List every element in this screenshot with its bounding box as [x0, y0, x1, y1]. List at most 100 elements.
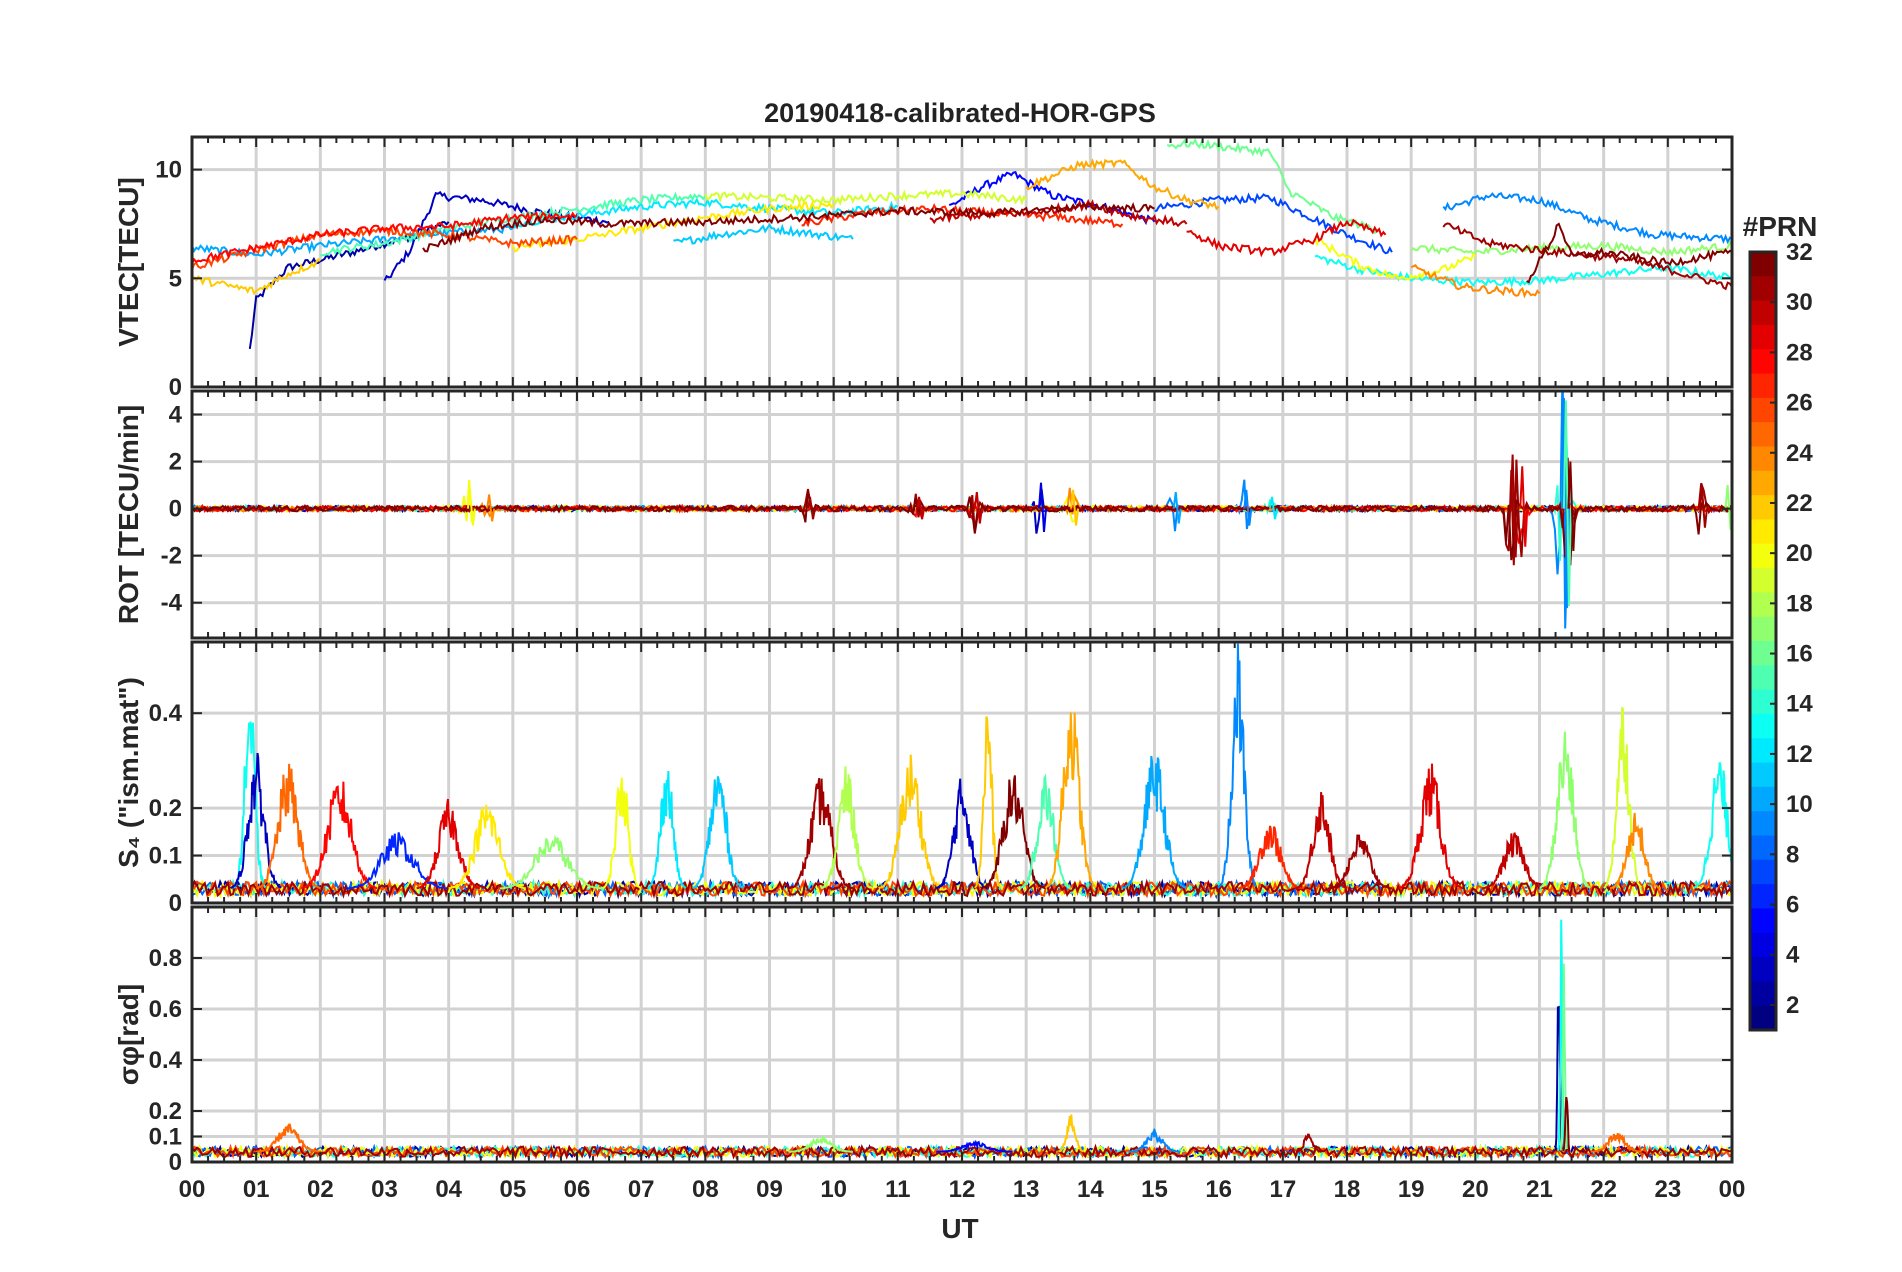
s4-baseline-prn-20: [192, 878, 1732, 899]
rot-spike-2: [807, 496, 816, 520]
s4-burst-7: [500, 834, 603, 890]
sigphi-burst-7: [1557, 919, 1566, 1151]
x-ticks-s4: [191, 642, 1733, 904]
xtick-8: 08: [692, 1176, 719, 1203]
xtick-22: 22: [1590, 1176, 1617, 1203]
s4-burst-6: [448, 804, 526, 890]
colorbar-cell-17: [1750, 616, 1776, 642]
vtec-trace-prn-28-20: [192, 210, 578, 265]
ytick-sigphi-2: 0.2: [149, 1098, 182, 1125]
colorbar-tick-label-5: 12: [1786, 741, 1813, 768]
colorbar-tick-label-0: 2: [1786, 992, 1799, 1019]
x-tick-labels: 00 01 02 03 04 05 06 07 08 09 10 11 12 13 14 15 16 17 18 19…: [179, 1176, 1746, 1203]
sigphi-burst-5: [1295, 1133, 1322, 1153]
rot-spike-10: [1509, 454, 1519, 558]
colorbar-cell-27: [1750, 373, 1776, 399]
xtick-20: 20: [1462, 1176, 1489, 1203]
colorbar-tick-label-9: 20: [1786, 540, 1813, 567]
s4-burst-29: [1693, 762, 1732, 889]
colorbar-cell-29: [1750, 324, 1776, 350]
xtick-3: 03: [371, 1176, 398, 1203]
rot-spike-3: [916, 496, 926, 520]
s4-burst-21: [1237, 825, 1303, 890]
xtick-21: 21: [1526, 1176, 1553, 1203]
colorbar-cell-5: [1750, 908, 1776, 934]
vtec-trace-prn-17-11: [1410, 240, 1732, 258]
grid-sigphi: [190, 907, 1734, 1164]
vtec-trace-prn-31-23: [1442, 222, 1732, 291]
colorbar-cell-7: [1750, 859, 1776, 885]
colorbar-tick-label-12: 26: [1786, 390, 1813, 417]
vtec-trace-prn-22-15: [192, 257, 321, 296]
rot-spike-11: [1519, 466, 1529, 547]
colorbar-cell-18: [1750, 592, 1776, 618]
sigphi-burst-10: [1590, 1132, 1642, 1153]
rot-spike-7: [1172, 492, 1182, 524]
rot-spike-8: [1243, 489, 1253, 526]
s4-burst-23: [1327, 834, 1393, 890]
colorbar-tick-label-11: 24: [1786, 440, 1813, 467]
xtick-19: 19: [1398, 1176, 1425, 1203]
sigphi-burst-3: [1057, 1114, 1085, 1153]
vtec-trace-prn-32-25: [1526, 222, 1732, 284]
s4-burst-3: [300, 781, 378, 890]
vtec-trace-prn-11-6: [673, 223, 854, 245]
xtick-18: 18: [1334, 1176, 1361, 1203]
xtick-24: 00: [1719, 1176, 1746, 1203]
x-ticks-vtec: [191, 137, 1733, 388]
vtec-trace-prn-27-19: [801, 203, 1124, 229]
colorbar-tick-label-4: 10: [1786, 791, 1813, 818]
rot-spike-13: [1562, 400, 1572, 607]
colorbar-cell-14: [1750, 689, 1776, 715]
colorbar-tick-label-1: 4: [1786, 942, 1800, 969]
sigphi-burst-1: [788, 1134, 853, 1153]
s4-burst-25: [1481, 832, 1547, 890]
colorbar-cell-9: [1750, 811, 1776, 837]
xtick-7: 07: [628, 1176, 655, 1203]
ytick-s4-2: 0.2: [149, 795, 182, 822]
ytick-sigphi-4: 0.6: [149, 996, 182, 1023]
s4-burst-26: [1539, 731, 1591, 889]
rot-spike-9: [1269, 496, 1278, 520]
colorbar-cell-8: [1750, 835, 1776, 861]
ytick-vtec-2: 10: [155, 157, 182, 184]
s4-burst-9: [647, 771, 687, 890]
vtec-trace-prn-19-12: [704, 188, 1027, 206]
sigphi-burst-2: [936, 1139, 1013, 1153]
s4-burst-11: [788, 777, 854, 890]
rot-trace-prn-32: [192, 457, 1732, 566]
traces-s4: [192, 643, 1732, 900]
vtec-trace-prn-9-4: [1442, 192, 1732, 245]
y-axis-label-s4: S₄ ("ism.mat"): [113, 677, 144, 868]
ytick-rot-1: -2: [161, 543, 182, 570]
colorbar-frame: [1748, 250, 1778, 1032]
xtick-16: 16: [1205, 1176, 1232, 1203]
grid-vtec: [190, 137, 1734, 389]
rot-spike-6: [1070, 489, 1080, 526]
vtec-trace-prn-26-18: [192, 223, 578, 271]
colorbar-tick-label-10: 22: [1786, 490, 1813, 517]
rot-spike-15: [1698, 487, 1708, 528]
traces-rot: [192, 391, 1732, 629]
ytick-rot-4: 4: [169, 402, 183, 429]
ytick-sigphi-3: 0.4: [149, 1047, 183, 1074]
vtec-trace-prn-24-17: [1410, 264, 1541, 299]
xtick-0: 00: [179, 1176, 206, 1203]
xtick-1: 01: [243, 1176, 270, 1203]
colorbar-cell-4: [1750, 932, 1776, 958]
ytick-rot-3: 2: [169, 449, 182, 476]
colorbar-cell-32: [1750, 252, 1776, 277]
s4-burst-0: [233, 721, 267, 889]
s4-burst-18: [1044, 712, 1097, 889]
ytick-s4-1: 0.1: [149, 843, 182, 870]
x-axis-label: UT: [941, 1213, 978, 1244]
rot-spike-5: [1038, 482, 1047, 532]
colorbar-cell-20: [1750, 543, 1776, 569]
vtec-trace-prn-5-2: [948, 171, 1156, 226]
colorbar-tick-label-7: 16: [1786, 641, 1813, 668]
colorbar-tick-label-6: 14: [1786, 691, 1813, 718]
xtick-2: 02: [307, 1176, 334, 1203]
s4-burst-13: [878, 754, 943, 889]
rot-spike-1: [486, 494, 496, 522]
